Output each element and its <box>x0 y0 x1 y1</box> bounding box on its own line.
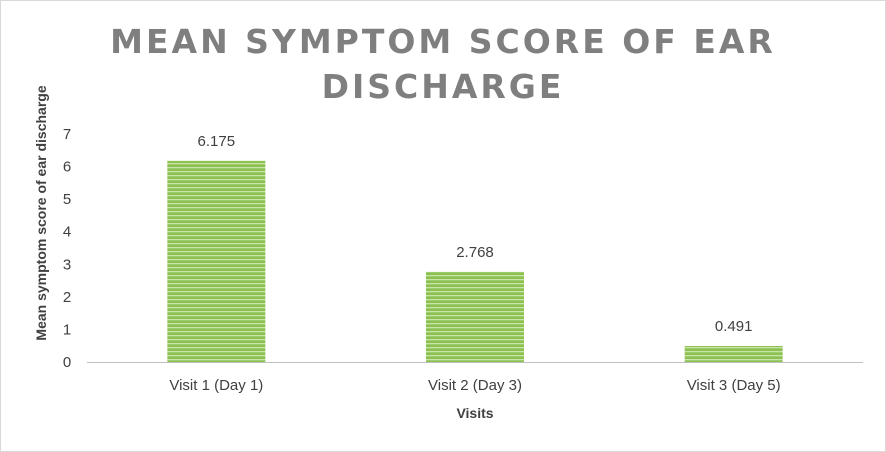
chart-title: MEAN SYMPTOM SCORE OF EAR DISCHARGE <box>110 22 776 106</box>
y-axis-ticks: 0 1 2 3 4 5 6 7 <box>63 126 71 371</box>
bars <box>167 160 783 362</box>
y-axis-title: Mean symptom score of ear discharge <box>33 85 49 340</box>
data-label: 0.491 <box>715 318 753 335</box>
y-tick-label: 1 <box>63 321 71 338</box>
y-tick-label: 3 <box>63 256 71 273</box>
data-labels: 6.175 2.768 0.491 <box>198 133 753 335</box>
y-tick-label: 6 <box>63 159 71 176</box>
y-tick-label: 7 <box>63 126 71 143</box>
data-label: 6.175 <box>198 133 236 150</box>
x-tick-label: Visit 2 (Day 3) <box>428 377 522 394</box>
bar <box>167 160 266 362</box>
x-tick-label: Visit 1 (Day 1) <box>169 377 263 394</box>
y-tick-label: 5 <box>63 191 71 208</box>
x-axis-title: Visits <box>456 405 493 421</box>
y-tick-label: 0 <box>63 354 71 371</box>
y-tick-label: 2 <box>63 289 71 306</box>
x-tick-label: Visit 3 (Day 5) <box>687 377 781 394</box>
y-tick-label: 4 <box>63 224 71 241</box>
x-axis-ticks: Visit 1 (Day 1) Visit 2 (Day 3) Visit 3 (D… <box>169 377 780 394</box>
data-label: 2.768 <box>456 244 494 261</box>
bar <box>426 271 524 362</box>
bar <box>684 346 783 362</box>
